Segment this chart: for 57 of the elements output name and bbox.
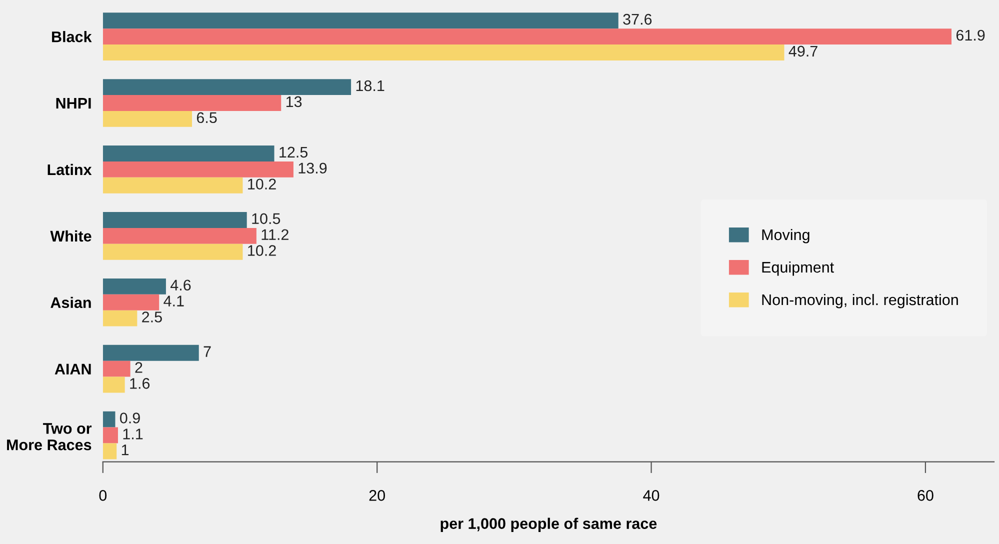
bar bbox=[102, 228, 256, 244]
bar bbox=[102, 12, 618, 29]
x-tick-label: 0 bbox=[99, 490, 107, 501]
legend-label: Moving bbox=[762, 228, 810, 244]
data-label: 7 bbox=[204, 346, 211, 357]
data-label: 2 bbox=[135, 362, 142, 373]
y-tick-label: NHPI bbox=[56, 98, 91, 109]
bar bbox=[102, 146, 274, 162]
data-label: 10.2 bbox=[248, 178, 276, 190]
y-tick-label: White bbox=[50, 230, 92, 242]
bar bbox=[102, 95, 282, 111]
legend-label: Non-moving, incl. registration bbox=[762, 294, 958, 308]
y-tick-label: Black bbox=[52, 31, 92, 42]
bar bbox=[102, 376, 125, 393]
bar bbox=[102, 443, 117, 460]
bar bbox=[102, 28, 952, 45]
data-label: 13 bbox=[286, 96, 302, 108]
y-tick-label: Latinx bbox=[48, 164, 92, 176]
x-tick-label: 60 bbox=[918, 490, 934, 501]
bar bbox=[102, 44, 784, 60]
data-label: 37.6 bbox=[623, 14, 652, 25]
y-tick-label: Two or More Races bbox=[7, 423, 92, 450]
bar bbox=[102, 212, 247, 228]
bar bbox=[102, 278, 166, 294]
data-label: 11.2 bbox=[262, 229, 288, 240]
bar bbox=[102, 310, 138, 326]
data-label: 1 bbox=[122, 444, 129, 456]
data-label: 0.9 bbox=[120, 412, 140, 424]
data-label: 10.2 bbox=[248, 245, 276, 256]
bar bbox=[102, 79, 352, 96]
data-label: 4.1 bbox=[164, 296, 184, 306]
data-label: 2.5 bbox=[142, 312, 162, 322]
data-label: 1.1 bbox=[123, 428, 143, 440]
x-tick-label: 20 bbox=[369, 490, 385, 501]
x-axis-title: per 1,000 people of same race bbox=[440, 518, 657, 532]
y-tick-label: Asian bbox=[50, 296, 91, 308]
data-label: 13.9 bbox=[298, 162, 327, 174]
bar bbox=[102, 360, 130, 377]
data-label: 12.5 bbox=[280, 146, 308, 158]
data-label: 6.5 bbox=[196, 112, 217, 124]
data-label: 18.1 bbox=[356, 80, 384, 92]
bar bbox=[102, 294, 160, 310]
bar bbox=[102, 161, 294, 178]
bar bbox=[102, 110, 192, 127]
data-label: 1.6 bbox=[130, 378, 150, 389]
y-tick-label: AIAN bbox=[54, 364, 91, 374]
data-label: 4.6 bbox=[170, 280, 191, 291]
bar bbox=[102, 177, 243, 194]
x-tick-label: 40 bbox=[643, 490, 660, 501]
bar bbox=[102, 411, 116, 428]
bar bbox=[102, 244, 243, 260]
bar bbox=[102, 344, 199, 361]
data-label: 49.7 bbox=[788, 46, 818, 57]
data-label: 61.9 bbox=[956, 30, 985, 41]
bar bbox=[102, 427, 118, 444]
legend-label: Equipment bbox=[762, 261, 834, 276]
data-label: 10.5 bbox=[252, 213, 280, 224]
